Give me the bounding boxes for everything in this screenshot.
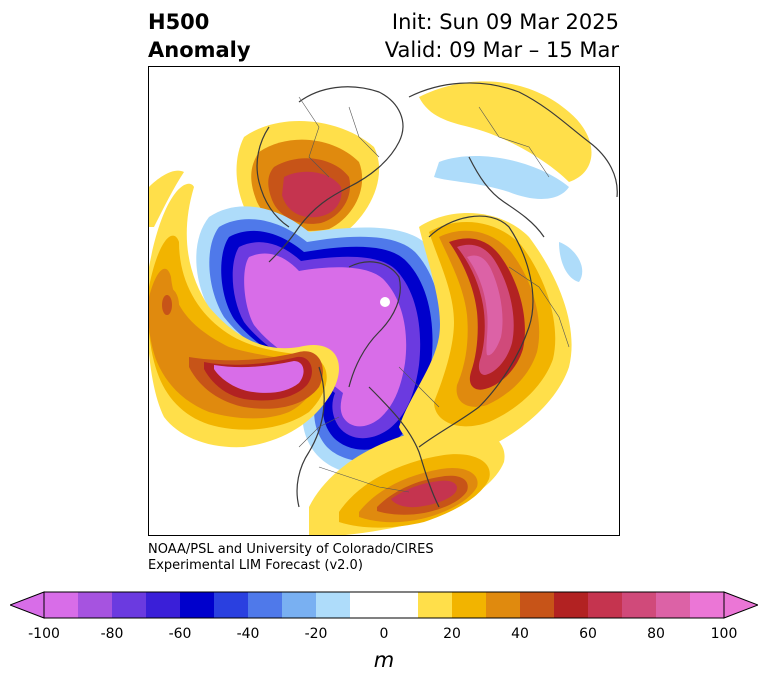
colorbar-cell — [44, 592, 79, 618]
colorbar-cell — [690, 592, 725, 618]
anomaly-map-svg — [149, 81, 618, 535]
colorbar-cell — [180, 592, 215, 618]
colorbar-extend-right — [723, 591, 758, 619]
map-title: H500 Anomaly — [148, 8, 251, 64]
colorbar-tick-label: 0 — [379, 626, 389, 642]
colorbar-cell — [554, 592, 589, 618]
colorbar-cell — [384, 592, 419, 618]
colorbar-cell — [350, 592, 385, 618]
credit-text: NOAA/PSL and University of Colorado/CIRE… — [148, 542, 434, 574]
colorbar-frame — [43, 591, 725, 619]
colorbar-cell — [452, 592, 487, 618]
colorbar-tick-label: 40 — [511, 626, 529, 642]
polar-vortex-trough — [196, 206, 456, 475]
colorbar-cell — [146, 592, 181, 618]
title-line-type: Anomaly — [148, 38, 251, 62]
colorbar-tick-label: -80 — [100, 626, 124, 642]
ridge-west — [149, 183, 339, 448]
colorbar — [10, 591, 758, 619]
ridge-south — [309, 426, 505, 535]
colorbar-cell — [622, 592, 657, 618]
credit-line-2: Experimental LIM Forecast (v2.0) — [148, 558, 363, 573]
credit-line-1: NOAA/PSL and University of Colorado/CIRE… — [148, 542, 434, 557]
colorbar-tick-label: -100 — [28, 626, 60, 642]
forecast-dates: Init: Sun 09 Mar 2025 Valid: 09 Mar – 15… — [385, 8, 619, 64]
colorbar-cell — [520, 592, 555, 618]
anomaly-map — [148, 66, 620, 536]
colorbar-ticks: -100 -80 -60 -40 -20 0 20 40 60 80 100 — [0, 626, 768, 646]
north-pole-marker — [380, 297, 390, 307]
colorbar-cell — [282, 592, 317, 618]
trough-light-band — [434, 156, 583, 282]
colorbar-extend-left — [10, 591, 45, 619]
ridge-edge-west — [149, 170, 184, 227]
title-line-variable: H500 — [148, 10, 210, 34]
colorbar-tick-label: 60 — [579, 626, 597, 642]
colorbar-tick-label: 100 — [710, 626, 738, 642]
colorbar-tick-label: 80 — [647, 626, 665, 642]
ridge-east — [399, 213, 572, 455]
colorbar-tick-label: -20 — [304, 626, 328, 642]
colorbar-tick-label: 20 — [443, 626, 461, 642]
colorbar-cell — [78, 592, 113, 618]
colorbar-cell — [112, 592, 147, 618]
colorbar-cell — [588, 592, 623, 618]
country-borders — [298, 96, 570, 493]
colorbar-cell — [656, 592, 691, 618]
colorbar-units: m — [373, 648, 395, 672]
valid-date-text: Valid: 09 Mar – 15 Mar — [384, 38, 619, 62]
colorbar-cell — [248, 592, 283, 618]
colorbar-cell — [316, 592, 351, 618]
colorbar-cell — [486, 592, 521, 618]
colorbar-cell — [418, 592, 453, 618]
colorbar-tick-label: -40 — [236, 626, 260, 642]
colorbar-cell — [214, 592, 249, 618]
colorbar-tick-label: -60 — [168, 626, 192, 642]
init-date-text: Init: Sun 09 Mar 2025 — [391, 10, 619, 34]
coastlines — [256, 82, 618, 508]
